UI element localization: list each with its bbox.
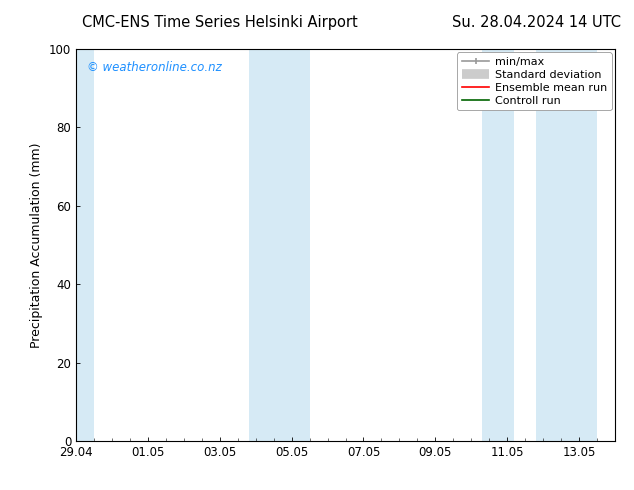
Text: © weatheronline.co.nz: © weatheronline.co.nz: [87, 61, 222, 74]
Bar: [536, 49, 597, 441]
Y-axis label: Precipitation Accumulation (mm): Precipitation Accumulation (mm): [30, 142, 43, 348]
Bar: [482, 49, 514, 441]
Bar: [76, 49, 94, 441]
Text: CMC-ENS Time Series Helsinki Airport: CMC-ENS Time Series Helsinki Airport: [82, 15, 358, 30]
Text: Su. 28.04.2024 14 UTC: Su. 28.04.2024 14 UTC: [452, 15, 621, 30]
Legend: min/max, Standard deviation, Ensemble mean run, Controll run: min/max, Standard deviation, Ensemble me…: [457, 52, 612, 110]
Bar: [249, 49, 309, 441]
